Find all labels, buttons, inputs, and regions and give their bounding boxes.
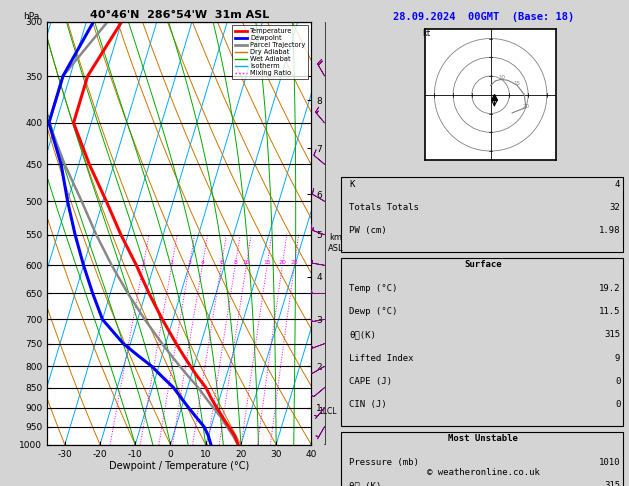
Text: θᴄ (K): θᴄ (K) [350, 481, 382, 486]
Text: Temp (°C): Temp (°C) [350, 284, 398, 293]
Text: 19.2: 19.2 [599, 284, 620, 293]
Text: 15: 15 [513, 81, 521, 86]
Text: 32: 32 [610, 203, 620, 212]
Text: 4: 4 [615, 180, 620, 189]
Text: 28.09.2024  00GMT  (Base: 18): 28.09.2024 00GMT (Base: 18) [392, 12, 574, 22]
Text: 3: 3 [187, 260, 191, 265]
Text: 1: 1 [142, 260, 145, 265]
Text: 20: 20 [279, 260, 286, 265]
Bar [341, 432, 623, 486]
Text: Totals Totals: Totals Totals [350, 203, 420, 212]
Text: 15: 15 [264, 260, 271, 265]
Legend: Temperature, Dewpoint, Parcel Trajectory, Dry Adiabat, Wet Adiabat, Isotherm, Mi: Temperature, Dewpoint, Parcel Trajectory… [232, 25, 308, 79]
Text: 10: 10 [498, 75, 505, 80]
Text: 0: 0 [615, 377, 620, 386]
Text: 0: 0 [615, 400, 620, 410]
Text: K: K [350, 180, 355, 189]
X-axis label: Dewpoint / Temperature (°C): Dewpoint / Temperature (°C) [109, 461, 249, 471]
Text: 11.5: 11.5 [599, 307, 620, 316]
Text: Lifted Index: Lifted Index [350, 354, 414, 363]
Text: 9: 9 [615, 354, 620, 363]
Text: 4: 4 [201, 260, 204, 265]
Text: Most Unstable: Most Unstable [448, 434, 518, 444]
Bar [341, 177, 623, 252]
Text: 315: 315 [604, 330, 620, 340]
Text: kt: kt [423, 29, 430, 38]
Title: 40°46'N  286°54'W  31m ASL: 40°46'N 286°54'W 31m ASL [90, 10, 269, 20]
Text: 1.98: 1.98 [599, 226, 620, 236]
Text: Surface: Surface [465, 260, 502, 270]
Text: 8: 8 [233, 260, 237, 265]
Text: 20: 20 [522, 104, 530, 108]
Text: 6: 6 [220, 260, 223, 265]
Y-axis label: km
ASL: km ASL [328, 233, 343, 253]
Text: CIN (J): CIN (J) [350, 400, 387, 410]
Text: 10: 10 [243, 260, 250, 265]
Bar [341, 258, 623, 426]
Text: 25: 25 [291, 260, 298, 265]
Text: © weatheronline.co.uk: © weatheronline.co.uk [427, 468, 540, 477]
Text: θᴄ(K): θᴄ(K) [350, 330, 376, 340]
Text: 1LCL: 1LCL [318, 407, 337, 416]
Text: Dewp (°C): Dewp (°C) [350, 307, 398, 316]
Text: PW (cm): PW (cm) [350, 226, 387, 236]
Text: 315: 315 [604, 481, 620, 486]
Text: 1010: 1010 [599, 458, 620, 467]
Text: Pressure (mb): Pressure (mb) [350, 458, 420, 467]
Text: CAPE (J): CAPE (J) [350, 377, 392, 386]
Text: hPa: hPa [23, 12, 40, 21]
Text: 2: 2 [170, 260, 174, 265]
